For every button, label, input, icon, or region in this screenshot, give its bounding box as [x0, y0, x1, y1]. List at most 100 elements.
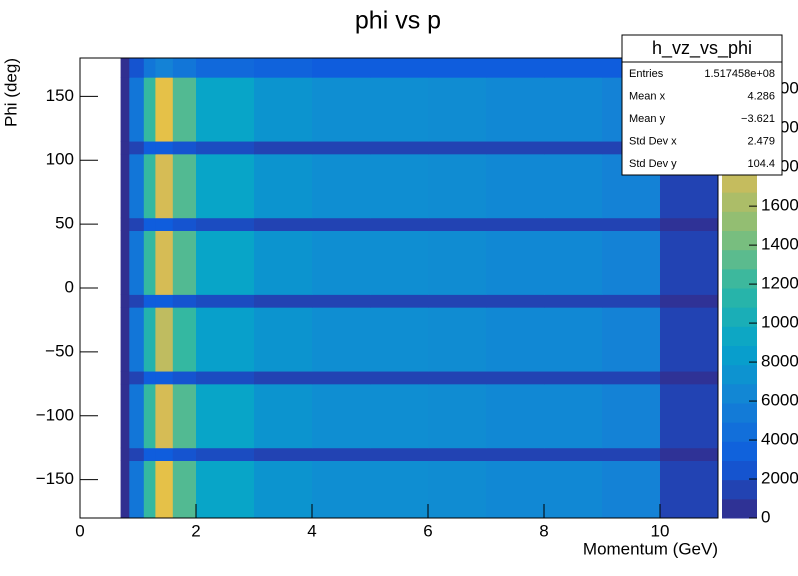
heatmap-cell — [129, 217, 145, 231]
color-scale-step — [722, 460, 757, 481]
z-tick-label: 0 — [761, 507, 770, 526]
color-scale-step — [722, 268, 757, 289]
heatmap-cell — [312, 58, 371, 78]
heatmap-cell — [254, 460, 313, 519]
heatmap-cell — [544, 307, 603, 372]
heatmap-cell — [196, 230, 255, 295]
heatmap-cell — [370, 294, 429, 308]
heatmap-cell — [602, 307, 661, 372]
heatmap-cell — [486, 217, 545, 231]
stats-value: 1.517458e+08 — [704, 68, 775, 80]
heatmap-cell — [660, 371, 719, 385]
heatmap-cell — [486, 141, 545, 155]
heatmap-cell — [155, 294, 174, 308]
heatmap-cell — [544, 294, 603, 308]
heatmap-cell — [602, 383, 661, 449]
heatmap-cell — [143, 230, 156, 295]
heatmap-cell — [544, 383, 603, 449]
heatmap-cell — [196, 77, 255, 142]
color-scale-step — [722, 345, 757, 366]
z-tick-label: 14000 — [761, 235, 798, 254]
heatmap-cell — [370, 77, 429, 142]
heatmap-cell — [370, 153, 429, 219]
heatmap-cell — [660, 460, 719, 519]
heatmap-cell — [544, 77, 603, 142]
heatmap-cell — [254, 383, 313, 449]
heatmap-cell — [370, 230, 429, 295]
heatmap-cell — [660, 294, 719, 308]
y-tick-label: 50 — [55, 214, 74, 233]
heatmap-cell — [155, 230, 174, 295]
z-tick-label: 4000 — [761, 430, 798, 449]
z-tick-label: 10000 — [761, 313, 798, 332]
heatmap-cell — [155, 371, 174, 385]
heatmap-cell — [254, 230, 313, 295]
heatmap-cell — [129, 77, 145, 142]
heatmap-cell — [544, 58, 603, 78]
x-tick-label: 2 — [191, 521, 200, 540]
heatmap-cell — [120, 217, 130, 231]
y-tick-label: 150 — [46, 86, 74, 105]
heatmap-cell — [428, 460, 487, 519]
heatmap-cell — [370, 141, 429, 155]
heatmap-cell — [370, 460, 429, 519]
heatmap-cell — [544, 141, 603, 155]
heatmap-cell — [428, 307, 487, 372]
heatmap-cell — [196, 371, 255, 385]
heatmap-cell — [544, 371, 603, 385]
heatmap-cell — [129, 141, 145, 155]
stats-label: Mean y — [629, 113, 666, 125]
heatmap-cell — [254, 77, 313, 142]
heatmap-cell — [486, 383, 545, 449]
heatmap-cell — [370, 217, 429, 231]
heatmap-cell — [486, 294, 545, 308]
heatmap-cell — [129, 294, 145, 308]
x-tick-label: 6 — [423, 521, 432, 540]
heatmap-cell — [120, 383, 130, 449]
color-scale-step — [722, 498, 757, 519]
heatmap-cell — [143, 447, 156, 461]
heatmap-cell — [428, 230, 487, 295]
color-scale-step — [722, 230, 757, 251]
heatmap-cell — [143, 58, 156, 78]
heatmap-cell — [120, 77, 130, 142]
heatmap-cell — [155, 77, 174, 142]
heatmap-cell — [129, 383, 145, 449]
heatmap-cell — [312, 371, 371, 385]
heatmap-cell — [155, 141, 174, 155]
chart-title: phi vs p — [355, 7, 441, 35]
stats-title: h_vz_vs_phi — [652, 38, 752, 59]
heatmap-cell — [428, 58, 487, 78]
heatmap-cell — [155, 383, 174, 449]
y-axis-label: Phi (deg) — [1, 58, 20, 127]
color-scale-step — [722, 288, 757, 308]
heatmap-cell — [120, 58, 130, 78]
heatmap-cell — [155, 58, 174, 78]
y-tick-label: 0 — [65, 277, 74, 296]
heatmap-cell — [120, 141, 130, 155]
heatmap-cell — [120, 460, 130, 519]
heatmap-cell — [155, 217, 174, 231]
heatmap-cell — [312, 141, 371, 155]
heatmap-cell — [660, 217, 719, 231]
heatmap-cell — [172, 77, 197, 142]
heatmap-cell — [370, 383, 429, 449]
x-tick-label: 8 — [539, 521, 548, 540]
color-scale-step — [722, 364, 757, 385]
heatmap-cell — [370, 371, 429, 385]
heatmap-cell — [544, 460, 603, 519]
heatmap-cell — [254, 58, 313, 78]
color-scale-step — [722, 326, 757, 346]
heatmap-cell — [544, 153, 603, 219]
heatmap-cell — [370, 58, 429, 78]
heatmap-cell — [254, 294, 313, 308]
heatmap-cell — [172, 141, 197, 155]
color-scale-step — [722, 479, 757, 500]
heatmap-cell — [660, 447, 719, 461]
heatmap-cell — [312, 230, 371, 295]
color-scale-step — [722, 383, 757, 404]
color-scale-step — [722, 249, 757, 270]
x-tick-label: 4 — [307, 521, 316, 540]
heatmap-cell — [312, 383, 371, 449]
